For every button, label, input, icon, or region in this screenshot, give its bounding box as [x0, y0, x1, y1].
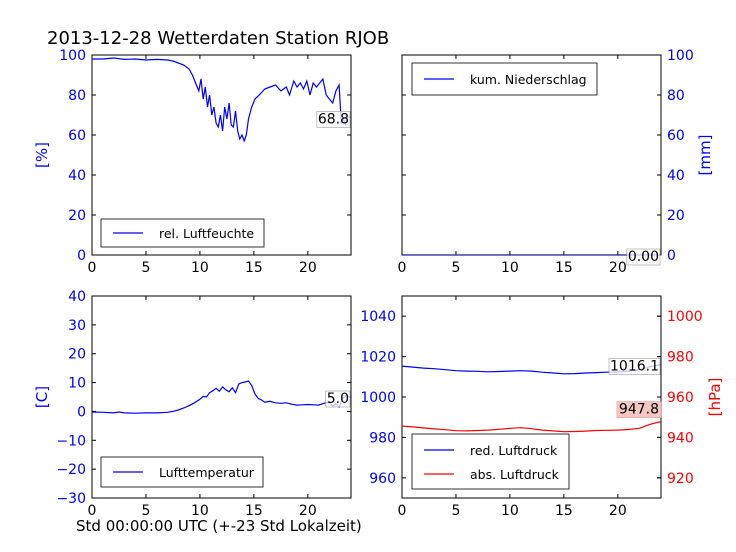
- x-tick-label: 10: [501, 260, 519, 276]
- x-tick-label: 0: [88, 503, 97, 519]
- legend-box: [411, 433, 570, 490]
- y-axis-label: [C]: [33, 386, 51, 408]
- x-tick-label: 20: [299, 503, 317, 519]
- x-tick-label: 20: [609, 503, 627, 519]
- chart-panel-4: 0 5 10 15 20 960 980 1000 1020 1040 920 940 960 980 10…: [360, 295, 724, 519]
- x-tick-label: 20: [609, 260, 627, 276]
- y-tick-label: 30: [68, 318, 86, 334]
- chart-panel-3: 0 5 10 15 20 −30 −20 −10 0 10 20 30 40 [C] 5.0 Lufttemp…: [33, 289, 352, 519]
- last-value-box-right: [616, 401, 662, 418]
- y-tick-label: 1020: [360, 350, 396, 366]
- last-value-box: [626, 248, 661, 266]
- y-tick-label: 100: [59, 48, 86, 64]
- y-tick-label: 40: [68, 168, 86, 184]
- y-axis-label: [hPa]: [706, 378, 724, 417]
- y-tick-label: −20: [56, 462, 86, 478]
- y-tick-label: 10: [68, 376, 86, 392]
- last-value-label: 1016.1: [610, 358, 659, 374]
- x-tick-label: 0: [88, 260, 97, 276]
- y-tick-label: 980: [369, 430, 396, 446]
- series-line-1: [92, 380, 351, 414]
- y-tick-label-right: 960: [667, 390, 694, 406]
- y-tick-label: 1040: [360, 309, 396, 325]
- y-tick-label-right: 940: [667, 430, 694, 446]
- y-tick-label: 20: [667, 208, 685, 224]
- x-tick-label: 10: [191, 260, 209, 276]
- y-axis-label: [mm]: [696, 135, 714, 176]
- last-value-label-right: 947.8: [619, 402, 659, 418]
- y-tick-label: 60: [68, 128, 86, 144]
- y-tick-label: 40: [667, 168, 685, 184]
- x-tick-label: 15: [555, 503, 573, 519]
- legend-entry: kum. Niederschlag: [470, 72, 587, 87]
- x-tick-label: 5: [451, 503, 460, 519]
- figure-title: 2013-12-28 Wetterdaten Station RJOB: [47, 28, 389, 49]
- y-tick-label: 0: [667, 248, 676, 264]
- x-tick-label: 20: [299, 260, 317, 276]
- x-tick-label: 5: [451, 260, 460, 276]
- y-tick-label: −10: [56, 433, 86, 449]
- y-tick-label-right: 920: [667, 471, 694, 487]
- x-tick-label: 0: [398, 260, 407, 276]
- y-tick-label: −30: [56, 491, 86, 507]
- last-value-box: [316, 111, 351, 128]
- last-value-label: 5.0: [327, 391, 349, 407]
- series-line-2: [402, 421, 661, 433]
- x-tick-label: 5: [141, 260, 150, 276]
- legend-entry: abs. Luftdruck: [470, 467, 560, 482]
- legend-entry: red. Luftdruck: [470, 443, 558, 458]
- last-value-box: [608, 358, 661, 375]
- chart-panel-1: 0 5 10 15 20 0 20 40 60 80 100 [%] 68.8 rel. Luftfeuc…: [33, 48, 352, 276]
- x-tick-label: 0: [398, 503, 407, 519]
- y-tick-label: 960: [369, 471, 396, 487]
- y-tick-label: 40: [68, 289, 86, 305]
- y-tick-label: 0: [77, 248, 86, 264]
- legend-entry: Lufttemperatur: [159, 465, 255, 480]
- y-tick-label-right: 980: [667, 350, 694, 366]
- x-tick-label: 15: [555, 260, 573, 276]
- y-tick-label: 60: [667, 128, 685, 144]
- x-tick-label: 10: [191, 503, 209, 519]
- y-tick-label: 20: [68, 347, 86, 363]
- x-tick-label: 10: [501, 503, 519, 519]
- last-value-label: 0.00: [628, 249, 659, 265]
- chart-panel-2: 0 5 10 15 20 0 20 40 60 80 100 [mm] 0.00 kum. Nieders…: [398, 48, 714, 276]
- y-tick-label: 20: [68, 208, 86, 224]
- x-tick-label: 15: [245, 260, 263, 276]
- y-axis-label: [%]: [33, 142, 51, 168]
- last-value-box: [325, 390, 351, 408]
- last-value-label: 68.8: [318, 111, 349, 127]
- y-tick-label: 100: [667, 48, 694, 64]
- y-tick-label: 0: [77, 404, 86, 420]
- x-tick-label: 5: [141, 503, 150, 519]
- x-tick-label: 15: [245, 503, 263, 519]
- x-axis-label: Std 00:00:00 UTC (+-23 Std Lokalzeit): [76, 517, 362, 535]
- y-tick-label: 80: [667, 88, 685, 104]
- series-line-1: [92, 57, 351, 143]
- y-tick-label: 80: [68, 88, 86, 104]
- y-tick-label: 1000: [360, 390, 396, 406]
- y-tick-label-right: 1000: [667, 309, 703, 325]
- legend-entry: rel. Luftfeuchte: [159, 226, 254, 241]
